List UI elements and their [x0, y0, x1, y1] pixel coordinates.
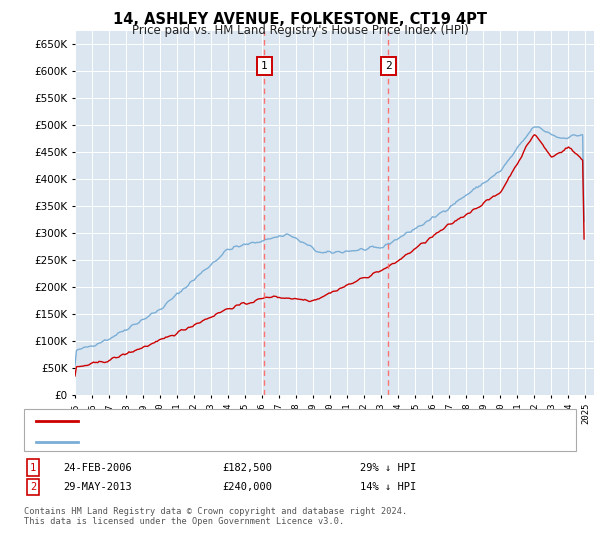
Text: HPI: Average price, detached house, Folkestone and Hythe: HPI: Average price, detached house, Folk…	[84, 437, 434, 446]
Text: 29% ↓ HPI: 29% ↓ HPI	[360, 463, 416, 473]
Text: £182,500: £182,500	[222, 463, 272, 473]
Text: 29-MAY-2013: 29-MAY-2013	[63, 482, 132, 492]
Text: 14, ASHLEY AVENUE, FOLKESTONE, CT19 4PT (detached house): 14, ASHLEY AVENUE, FOLKESTONE, CT19 4PT …	[84, 416, 434, 426]
Text: 1: 1	[30, 463, 36, 473]
Text: Contains HM Land Registry data © Crown copyright and database right 2024.
This d: Contains HM Land Registry data © Crown c…	[24, 507, 407, 526]
Text: Price paid vs. HM Land Registry's House Price Index (HPI): Price paid vs. HM Land Registry's House …	[131, 24, 469, 36]
Text: 14% ↓ HPI: 14% ↓ HPI	[360, 482, 416, 492]
Text: 1: 1	[261, 61, 268, 71]
Text: 2: 2	[385, 61, 392, 71]
Text: 24-FEB-2006: 24-FEB-2006	[63, 463, 132, 473]
Text: 14, ASHLEY AVENUE, FOLKESTONE, CT19 4PT: 14, ASHLEY AVENUE, FOLKESTONE, CT19 4PT	[113, 12, 487, 27]
Text: 2: 2	[30, 482, 36, 492]
Text: £240,000: £240,000	[222, 482, 272, 492]
